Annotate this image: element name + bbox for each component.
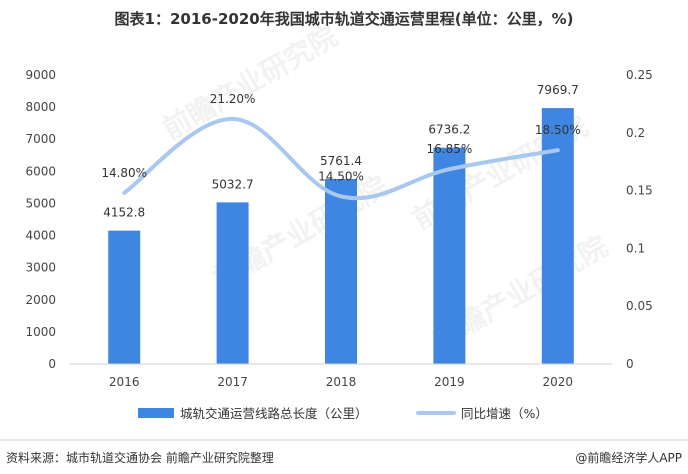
brand-note: @前瞻经济学人APP (575, 450, 682, 465)
right-tick-label: 0.25 (626, 68, 653, 82)
x-tick-2016: 2016 (109, 375, 140, 389)
bar-label-2017: 5032.7 (212, 177, 254, 191)
line-label-2018: 14.50% (318, 169, 364, 183)
bar-label-2016: 4152.8 (103, 206, 145, 220)
legend-line-label: 同比增速（%） (461, 406, 548, 421)
bar-label-2019: 6736.2 (428, 123, 470, 137)
line-label-2019: 16.85% (427, 142, 473, 156)
x-tick-2020: 2020 (543, 375, 574, 389)
bar-labels: 4152.8 5032.7 5761.4 6736.2 7969.7 (103, 83, 579, 220)
left-tick-label: 9000 (25, 68, 56, 82)
left-tick-label: 1000 (25, 325, 56, 339)
bar-2018 (325, 178, 357, 364)
left-tick-label: 4000 (25, 229, 56, 243)
x-tick-2019: 2019 (434, 375, 465, 389)
bar-2016 (108, 230, 141, 364)
legend-bar-swatch (138, 408, 174, 418)
bar-2020 (541, 108, 574, 364)
left-tick-label: 5000 (25, 196, 56, 210)
right-tick-label: 0.1 (626, 241, 645, 255)
x-tick-2017: 2017 (217, 375, 248, 389)
legend: 城轨交通运营线路总长度（公里） 同比增速（%） (138, 406, 548, 421)
left-tick-label: 8000 (25, 100, 56, 114)
right-tick-label: 0.15 (626, 184, 653, 198)
line-label-2020: 18.50% (535, 123, 581, 137)
left-axis: 0 1000 2000 3000 4000 5000 6000 7000 8000 9000 (25, 68, 56, 371)
left-tick-label: 6000 (25, 164, 56, 178)
chart-title: 图表1：2016-2020年我国城市轨道交通运营里程(单位：公里，%) (115, 10, 574, 28)
x-tick-2018: 2018 (326, 375, 357, 389)
x-axis: 2016 2017 2018 2019 2020 (70, 363, 612, 389)
legend-bar-label: 城轨交通运营线路总长度（公里） (180, 406, 368, 421)
left-tick-label: 7000 (25, 132, 56, 146)
right-axis: 0 0.05 0.1 0.15 0.2 0.25 (626, 68, 653, 371)
left-tick-label: 2000 (25, 293, 56, 307)
right-tick-label: 0.05 (626, 299, 653, 313)
right-tick-label: 0 (626, 357, 634, 371)
line-labels: 14.80% 21.20% 14.50% 16.85% 18.50% (101, 92, 580, 183)
source-note: 资料来源：城市轨道交通协会 前瞻产业研究院整理 (6, 450, 274, 465)
line-label-2016: 14.80% (101, 166, 147, 180)
bar-label-2020: 7969.7 (537, 83, 579, 97)
left-tick-label: 3000 (25, 261, 56, 275)
bar-2019 (433, 147, 466, 364)
line-series (122, 116, 560, 201)
bar-2017 (216, 202, 249, 364)
line-label-2017: 21.20% (210, 92, 256, 106)
svg-text:前瞻产业研究院: 前瞻产业研究院 (157, 19, 343, 146)
bar-label-2018: 5761.4 (320, 154, 362, 168)
right-tick-label: 0.2 (626, 126, 645, 140)
bar-series (108, 108, 574, 364)
growth-line (122, 116, 560, 201)
left-tick-label: 0 (48, 357, 56, 371)
